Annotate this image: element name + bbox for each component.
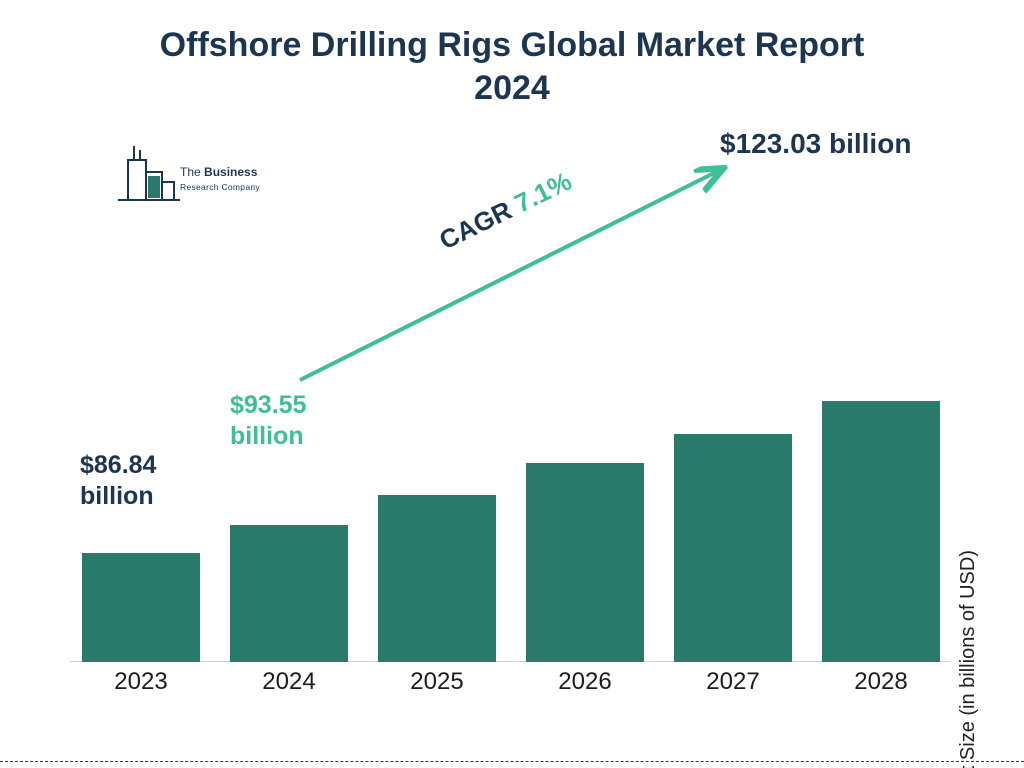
x-axis-label: 2024 [230,668,348,696]
bar-slot: 2027 [674,434,792,662]
cagr-arrow-group: CAGR 7.1% [280,150,740,400]
value-2023-line2: billion [80,482,154,510]
bar-slot: 2026 [526,463,644,662]
x-axis-label: 2023 [82,668,200,696]
bar [378,495,496,662]
bar [674,434,792,662]
x-axis-label: 2026 [526,668,644,696]
value-label-2028: $123.03 billion [720,126,911,161]
page: Offshore Drilling Rigs Global Market Rep… [0,0,1024,768]
value-2023-line1: $86.84 [80,451,156,479]
bar-slot: 2023 [82,553,200,662]
y-axis-label: Market Size (in billions of USD) [957,550,980,768]
bar [526,463,644,662]
value-label-2023: $86.84 billion [80,450,156,513]
bar-slot: 2028 [822,401,940,662]
bar-slot: 2025 [378,495,496,662]
x-axis-label: 2027 [674,668,792,696]
bar [82,553,200,662]
bar [822,401,940,662]
x-axis-label: 2025 [378,668,496,696]
title-line2: 2024 [0,67,1024,110]
chart-title: Offshore Drilling Rigs Global Market Rep… [0,24,1024,109]
x-axis-label: 2028 [822,668,940,696]
value-2024-line2: billion [230,422,304,450]
title-line1: Offshore Drilling Rigs Global Market Rep… [160,26,865,64]
bar-slot: 2024 [230,525,348,662]
cagr-value: 7.1% [510,166,576,219]
value-2028-text: $123.03 billion [720,128,911,159]
cagr-text: CAGR [434,192,522,256]
cagr-label: CAGR 7.1% [434,166,576,256]
bar [230,525,348,662]
footer-dashed-line [0,761,1024,762]
